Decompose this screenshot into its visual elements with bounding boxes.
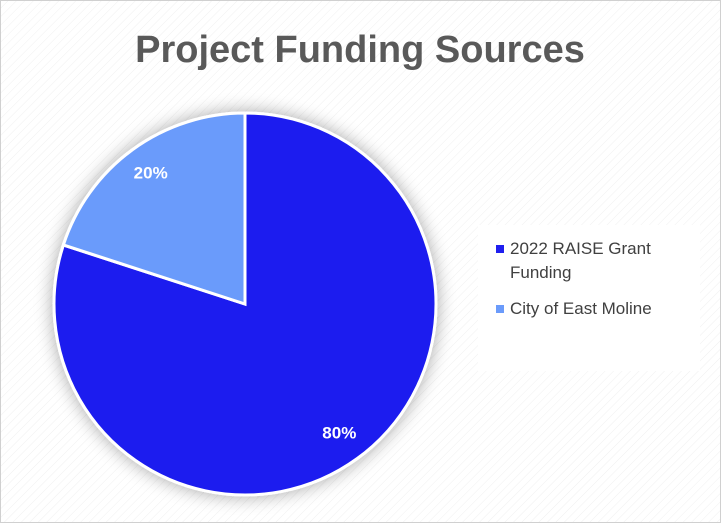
pie-slice	[61, 111, 247, 307]
legend-label: 2022 RAISE Grant Funding	[510, 239, 651, 282]
data-label: 80%	[322, 423, 356, 442]
legend-swatch	[496, 245, 504, 253]
legend-swatch	[496, 305, 504, 313]
legend-label: City of East Moline	[510, 299, 652, 318]
legend-item: City of East Moline	[496, 297, 690, 321]
legend: 2022 RAISE Grant Funding City of East Mol…	[478, 225, 700, 371]
legend-item: 2022 RAISE Grant Funding	[496, 237, 690, 285]
chart-title: Project Funding Sources	[135, 29, 585, 71]
pie	[52, 111, 438, 497]
data-label: 20%	[134, 164, 168, 183]
